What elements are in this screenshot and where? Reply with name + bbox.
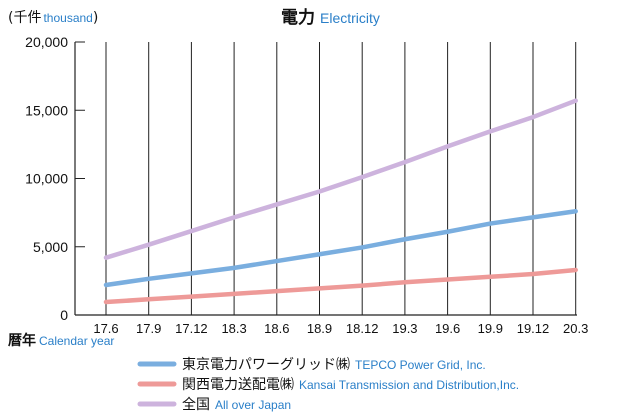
x-tick-label: 17.9: [136, 321, 161, 336]
data-point: [403, 160, 407, 164]
x-axis-label: 暦年 Calendar year: [8, 332, 114, 349]
data-point: [147, 277, 151, 281]
data-point: [275, 259, 279, 263]
data-point: [275, 202, 279, 207]
data-point: [232, 292, 236, 296]
y-tick-label: 15,000: [25, 102, 68, 118]
data-point: [574, 209, 578, 213]
y-tick-label: 10,000: [25, 171, 68, 187]
y-tick-label: 5,000: [33, 239, 68, 255]
data-point: [104, 300, 108, 304]
series-line-2: [103, 98, 578, 260]
data-point: [446, 144, 450, 149]
x-tick-label: 17.6: [93, 321, 118, 336]
x-tick-label: 18.12: [346, 321, 379, 336]
data-point: [488, 221, 492, 226]
data-point: [574, 268, 578, 272]
data-point: [403, 237, 407, 241]
x-tick-label: 20.3: [563, 321, 588, 336]
x-tick-label: 17.12: [175, 321, 208, 336]
x-tick-label: 18.3: [221, 321, 246, 336]
data-point: [104, 283, 108, 287]
data-point: [403, 280, 407, 284]
data-point: [360, 175, 364, 179]
data-point: [360, 245, 364, 250]
legend: 東京電力パワーグリッド㈱ TEPCO Power Grid, Inc. 関西電力送配…: [137, 357, 519, 413]
data-point: [275, 289, 279, 293]
legend-label: 全国 All over Japan: [182, 396, 291, 413]
legend-label: 関西電力送配電㈱ Kansai Transmission and Distribu…: [182, 377, 519, 393]
data-point: [488, 275, 492, 279]
x-tick-label: 18.9: [307, 321, 332, 336]
x-tick-label: 19.9: [478, 321, 503, 336]
x-tick-label: 19.3: [392, 321, 417, 336]
y-tick-label: 0: [60, 307, 68, 323]
series-line-1: [103, 267, 578, 305]
data-point: [189, 294, 193, 299]
data-point: [360, 284, 364, 288]
chart-title: 電力 Electricity: [281, 7, 380, 28]
series-line-0: [103, 209, 578, 288]
data-point: [574, 99, 578, 103]
data-point: [446, 277, 450, 282]
data-point: [189, 229, 193, 233]
data-point: [232, 215, 236, 220]
y-tick-label: 20,000: [25, 34, 68, 50]
data-point: [232, 266, 236, 270]
data-point: [317, 286, 322, 290]
data-point: [317, 252, 322, 256]
data-point: [531, 215, 535, 220]
data-point: [104, 256, 108, 260]
data-point: [147, 297, 151, 301]
y-tick-labels: 0 5,000 10,000 15,000 20,000: [25, 34, 85, 323]
data-point: [446, 230, 450, 234]
y-axis-unit-label: (千件 thousand): [8, 10, 98, 26]
data-point: [189, 271, 193, 275]
legend-label: 東京電力パワーグリッド㈱ TEPCO Power Grid, Inc.: [182, 357, 486, 373]
data-point: [531, 272, 535, 276]
gridlines: [105, 42, 577, 315]
x-tick-labels: 17.6 17.9 17.12 18.3 18.6 18.9 18.12 19.3 19.6 19…: [93, 321, 588, 336]
data-point: [488, 129, 492, 134]
x-tick-label: 19.6: [435, 321, 460, 336]
data-point: [147, 243, 151, 247]
data-point: [531, 115, 535, 119]
x-tick-label: 19.12: [517, 321, 550, 336]
data-point: [317, 189, 322, 194]
x-tick-label: 18.6: [264, 321, 289, 336]
series-lines: [103, 98, 578, 305]
